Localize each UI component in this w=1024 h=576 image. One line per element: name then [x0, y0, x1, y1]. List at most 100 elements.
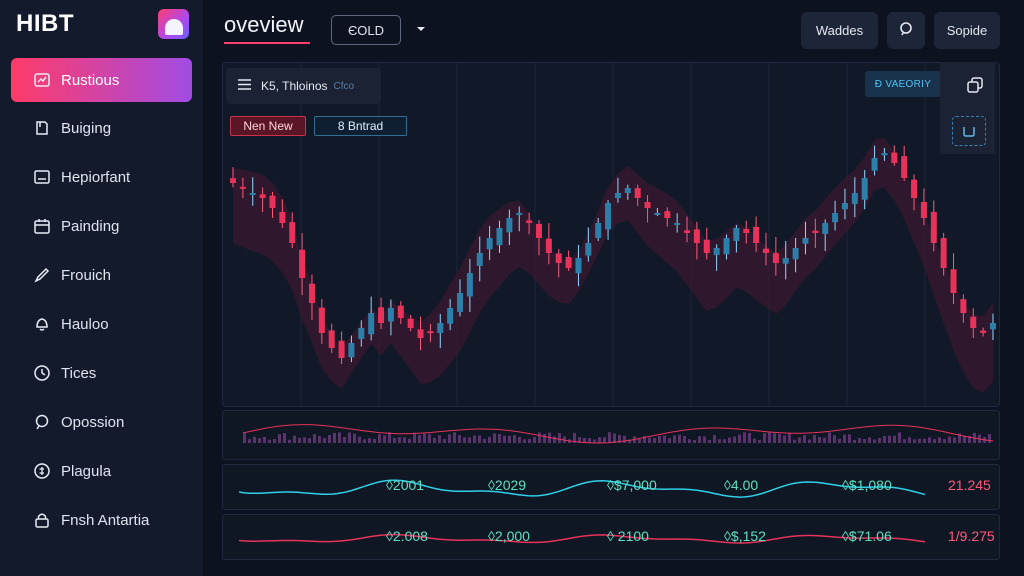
sidebar-item-label: Fnsh Antartia [61, 511, 150, 529]
indicator-line [238, 479, 926, 498]
sidebar-item-label: Plagula [61, 462, 112, 480]
candle-body [792, 248, 799, 260]
candle-body [358, 328, 365, 339]
settings-button[interactable]: Sopide [934, 12, 1000, 49]
page-title: oveview [224, 12, 304, 37]
volume-bar [298, 437, 301, 443]
candle-body [614, 193, 621, 199]
volume-bar [698, 436, 701, 443]
trend-tag[interactable]: 8 Bntrad [314, 116, 407, 136]
volume-bar [808, 439, 811, 443]
sidebar-item-label: Tices [61, 364, 97, 382]
candle-body [654, 213, 661, 215]
volume-bar [703, 436, 706, 443]
volume-bar [813, 434, 816, 443]
expand-icon[interactable] [952, 116, 986, 146]
sidebar-item-9[interactable]: Plagula [11, 449, 192, 493]
indicator-value: ◊2029 [488, 477, 527, 493]
sidebar-item-10[interactable]: Fnsh Antartia [11, 498, 192, 542]
chevron-down-icon[interactable] [414, 22, 428, 36]
sidebar-item-5[interactable]: Frouich [11, 253, 192, 297]
volume-bar [338, 432, 341, 443]
asset-select[interactable]: ЄOLD [331, 15, 401, 45]
volume-bar [623, 435, 626, 443]
chart-toolbar[interactable]: K5, Thloinos Cfco [226, 68, 381, 104]
candle-body [634, 188, 641, 198]
volume-bar [428, 434, 431, 443]
bollinger-band [233, 138, 993, 393]
copy-icon[interactable] [964, 74, 986, 96]
volume-bar [933, 439, 936, 443]
indicator-value: 21.245 [948, 477, 991, 493]
candle-body [496, 228, 503, 246]
volume-bar [533, 436, 536, 443]
candle-body [585, 243, 592, 256]
volume-bar [863, 439, 866, 443]
volume-bar [938, 437, 941, 443]
volume-bar [788, 432, 791, 443]
wallet-button[interactable]: Waddes [801, 12, 878, 49]
volume-bar [748, 433, 751, 443]
live-badge[interactable]: Ɖ VAEORIY [865, 71, 941, 97]
volume-bar [483, 439, 486, 443]
new-tag[interactable]: Nen New [230, 116, 306, 136]
volume-bar [498, 434, 501, 443]
volume-bar [463, 437, 466, 443]
volume-bar [968, 435, 971, 443]
volume-bar [288, 439, 291, 443]
menu-icon[interactable] [238, 79, 251, 93]
indicator-panel-1 [222, 464, 1000, 510]
sidebar-item-8[interactable]: Opossion [11, 400, 192, 444]
sidebar-item-4[interactable]: Painding [11, 204, 192, 248]
volume-bar [733, 436, 736, 443]
lock-icon [33, 511, 51, 529]
volume-bar [608, 432, 611, 443]
candle-body [457, 293, 464, 312]
volume-bar [553, 436, 556, 443]
volume-bar [743, 432, 746, 443]
brand-logo-icon[interactable] [158, 9, 189, 39]
volume-bar [273, 438, 276, 443]
sidebar-item-1[interactable]: Rustious [11, 58, 192, 102]
candle-body [289, 222, 296, 243]
brand-name: HIBT [16, 10, 74, 37]
candle-body [259, 194, 266, 198]
candle-body [703, 239, 710, 253]
candle-body [387, 308, 394, 322]
volume-bar [898, 432, 901, 443]
volume-bar [363, 439, 366, 443]
volume-bar [663, 435, 666, 443]
sidebar-item-7[interactable]: Tices [11, 351, 192, 395]
candle-body [368, 313, 375, 335]
candle-body [328, 330, 335, 348]
volume-chart-svg [242, 424, 994, 444]
volume-bar [868, 437, 871, 443]
volume-bar [278, 434, 281, 443]
candle-body [239, 186, 246, 189]
volume-bar [963, 436, 966, 443]
sidebar-item-label: Opossion [61, 413, 125, 431]
sidebar-item-6[interactable]: Hauloo [11, 302, 192, 346]
indicator-value: 1/9.275 [948, 528, 995, 544]
candlestick-chart[interactable] [222, 62, 1000, 407]
search-icon [33, 413, 51, 431]
indicator-value: ◊2.008 [386, 528, 428, 544]
volume-bar [778, 433, 781, 443]
volume-bar [943, 439, 946, 443]
volume-bar [648, 437, 651, 443]
search-button[interactable] [887, 12, 925, 49]
sidebar-item-2[interactable]: Buiging [11, 106, 192, 150]
volume-bar [503, 435, 506, 443]
volume-bar [493, 433, 496, 443]
volume-bar [793, 439, 796, 443]
volume-bar [908, 437, 911, 443]
volume-bar [668, 438, 671, 443]
candle-body [516, 213, 523, 215]
candle-body [318, 307, 325, 333]
volume-bar [458, 435, 461, 443]
volume-bar [333, 432, 336, 443]
sidebar-item-3[interactable]: Hepiorfant [11, 155, 192, 199]
sidebar-item-label: Painding [61, 217, 120, 235]
indicator-value: ◊$7,000 [607, 477, 657, 493]
volume-bar [318, 436, 321, 443]
